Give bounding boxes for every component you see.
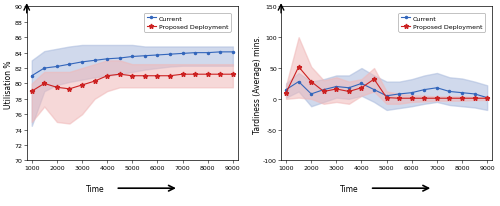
Y-axis label: Utilisation %: Utilisation % — [4, 60, 13, 108]
Y-axis label: Tardiness (Average) mins.: Tardiness (Average) mins. — [252, 35, 262, 133]
Text: Time: Time — [86, 184, 104, 193]
Legend: Current, Proposed Deployment: Current, Proposed Deployment — [144, 14, 231, 32]
Text: Time: Time — [340, 184, 359, 193]
Legend: Current, Proposed Deployment: Current, Proposed Deployment — [398, 14, 485, 32]
